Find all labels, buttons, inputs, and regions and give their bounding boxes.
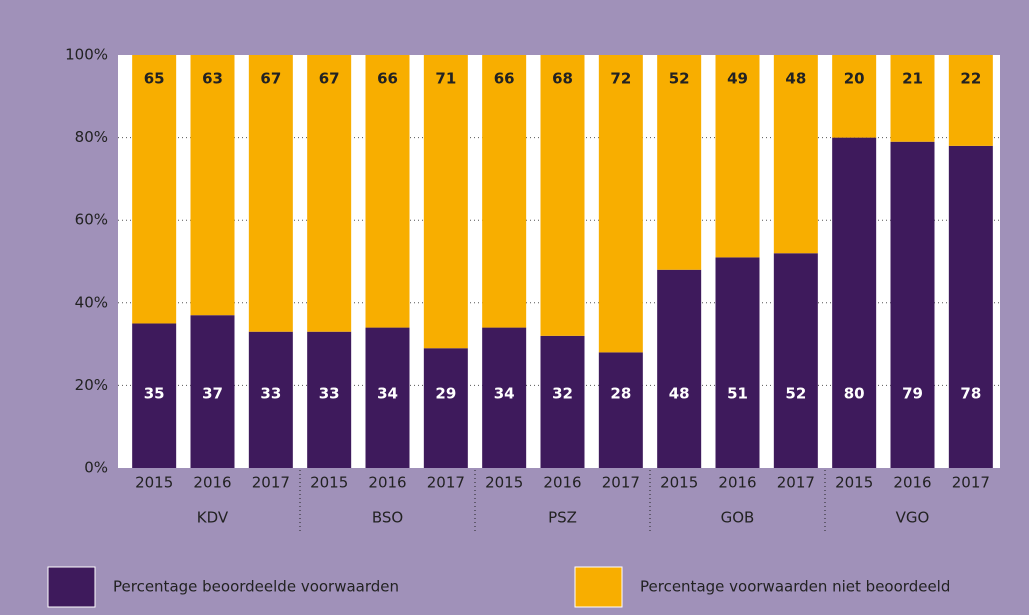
group-label: GOB (721, 509, 755, 527)
data-label: 67 (319, 70, 340, 88)
data-label: 65 (144, 70, 165, 88)
bar-segment (190, 315, 235, 468)
data-label: 28 (610, 385, 631, 403)
x-tick-label: 2017 (427, 474, 465, 492)
bar-segment (890, 55, 935, 142)
data-label: 67 (260, 70, 281, 88)
bar-segment (948, 145, 993, 469)
x-tick-label: 2015 (485, 474, 523, 492)
bar-segment (540, 55, 585, 336)
y-tick-label: 20% (75, 376, 108, 394)
data-label: 33 (260, 385, 281, 403)
x-tick-label: 2017 (777, 474, 815, 492)
data-label: 71 (435, 70, 456, 88)
bar-segment (190, 55, 235, 316)
data-label: 32 (552, 385, 573, 403)
bar-segment (307, 55, 352, 332)
x-tick-label: 2015 (660, 474, 698, 492)
bar-segment (132, 55, 177, 324)
legend-label: Percentage voorwaarden niet beoordeeld (640, 578, 950, 596)
x-tick-label: 2016 (368, 474, 406, 492)
data-label: 48 (669, 385, 690, 403)
y-tick-label: 60% (75, 211, 108, 229)
data-label: 51 (727, 385, 748, 403)
bar-segment (832, 137, 877, 468)
x-tick-label: 2017 (602, 474, 640, 492)
data-label: 29 (435, 385, 456, 403)
data-label: 66 (494, 70, 515, 88)
bar-segment (423, 55, 468, 349)
data-label: 48 (785, 70, 806, 88)
bar-segment (657, 269, 702, 468)
group-label: VGO (896, 509, 930, 527)
bar-segment (657, 55, 702, 270)
bar-segment (773, 55, 818, 254)
data-label: 37 (202, 385, 223, 403)
bar-segment (365, 55, 410, 328)
bar-segment (890, 141, 935, 469)
legend-swatch (47, 566, 96, 608)
bar-segment (948, 55, 993, 146)
group-label: BSO (372, 509, 403, 527)
bar-segment (307, 331, 352, 468)
data-label: 52 (785, 385, 806, 403)
data-label: 78 (960, 385, 981, 403)
x-tick-label: 2016 (718, 474, 756, 492)
x-tick-label: 2016 (893, 474, 931, 492)
bar-segment (482, 55, 527, 328)
bar-segment (248, 331, 293, 468)
bar-segment (540, 335, 585, 468)
y-tick-label: 100% (65, 46, 108, 64)
data-label: 22 (960, 70, 981, 88)
legend-label: Percentage beoordeelde voorwaarden (113, 578, 399, 596)
x-tick-label: 2015 (310, 474, 348, 492)
data-label: 63 (202, 70, 223, 88)
data-label: 80 (844, 385, 865, 403)
x-tick-label: 2017 (252, 474, 290, 492)
x-tick-label: 2015 (135, 474, 173, 492)
bar-segment (482, 327, 527, 468)
data-label: 35 (144, 385, 165, 403)
legend-swatch (574, 566, 623, 608)
bar-segment (598, 55, 643, 353)
group-label: KDV (197, 509, 229, 527)
x-tick-label: 2017 (952, 474, 990, 492)
bar-segment (248, 55, 293, 332)
x-tick-label: 2016 (193, 474, 231, 492)
data-label: 21 (902, 70, 923, 88)
y-tick-label: 0% (84, 459, 108, 477)
bar-segment (132, 323, 177, 468)
data-label: 49 (727, 70, 748, 88)
data-label: 20 (844, 70, 865, 88)
data-label: 34 (377, 385, 398, 403)
bar-segment (365, 327, 410, 468)
bar-segment (832, 55, 877, 138)
data-label: 66 (377, 70, 398, 88)
y-tick-label: 40% (75, 293, 108, 311)
group-label: PSZ (548, 509, 577, 527)
x-tick-label: 2015 (835, 474, 873, 492)
bar-segment (423, 348, 468, 468)
data-label: 33 (319, 385, 340, 403)
data-label: 68 (552, 70, 573, 88)
data-label: 79 (902, 385, 923, 403)
data-label: 34 (494, 385, 515, 403)
bar-segment (773, 253, 818, 468)
x-tick-label: 2016 (543, 474, 581, 492)
bar-segment (715, 55, 760, 258)
data-label: 52 (669, 70, 690, 88)
bar-segment (598, 352, 643, 468)
bar-segment (715, 257, 760, 468)
data-label: 72 (610, 70, 631, 88)
y-tick-label: 80% (75, 128, 108, 146)
